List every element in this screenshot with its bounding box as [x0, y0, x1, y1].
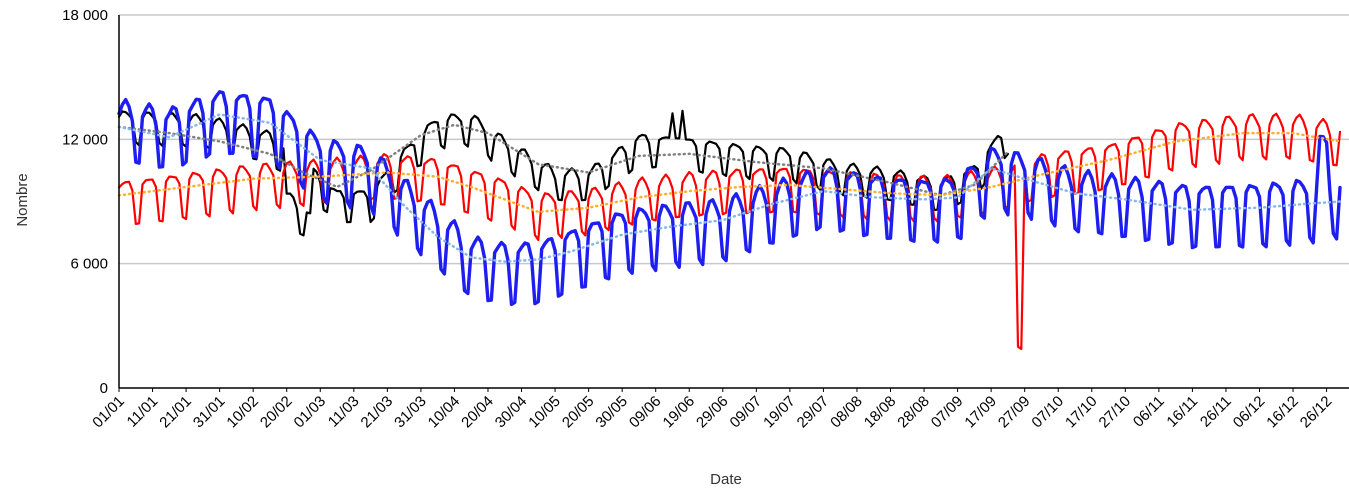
series-line-6 [117, 113, 1342, 263]
x-tick-label: 20/02 [257, 393, 296, 432]
x-tick-label: 31/01 [190, 393, 229, 432]
x-tick-label: 20/04 [458, 393, 497, 432]
x-tick-label: 08/08 [827, 393, 866, 432]
x-tick-label: 17/09 [961, 393, 1000, 432]
x-tick-label: 18/08 [861, 393, 900, 432]
x-tick-label: 31/03 [391, 393, 430, 432]
x-tick-label: 16/11 [1163, 393, 1201, 431]
y-axis-tick-labels: 0 6 000 12 000 18 000 [62, 7, 108, 397]
y-tick-label: 18 000 [62, 7, 108, 24]
y-tick-label: 0 [100, 380, 108, 397]
series-line-1 [117, 109, 1010, 237]
series-lines [117, 90, 1342, 350]
axes [118, 15, 1349, 389]
x-tick-label: 20/05 [559, 393, 598, 432]
x-tick-label: 19/07 [760, 393, 799, 432]
x-tick-label: 27/10 [1096, 393, 1135, 432]
y-axis-title: Nombre [14, 173, 31, 226]
x-tick-label: 01/03 [291, 393, 330, 432]
x-tick-label: 07/09 [928, 393, 967, 432]
x-tick-label: 29/07 [794, 393, 833, 432]
x-tick-label: 19/06 [660, 393, 699, 432]
x-tick-label: 30/05 [592, 393, 631, 432]
x-tick-label: 30/04 [492, 393, 531, 432]
x-tick-label: 10/04 [425, 393, 464, 432]
x-tick-label: 10/05 [525, 393, 564, 432]
x-tick-label: 11/03 [325, 393, 363, 431]
x-axis-title: Date [710, 471, 742, 488]
x-tick-label: 16/12 [1263, 393, 1302, 432]
x-tick-label: 26/11 [1197, 393, 1235, 431]
x-tick-label: 10/02 [223, 393, 262, 432]
y-tick-label: 12 000 [62, 131, 108, 148]
x-tick-label: 29/06 [693, 393, 732, 432]
x-tick-label: 06/12 [1230, 393, 1269, 432]
series-line-5 [117, 131, 1342, 214]
x-axis-tick-labels: 01/0111/0121/0131/0110/0220/0201/0311/03… [89, 388, 1335, 431]
series-line-3 [117, 90, 1342, 307]
x-tick-label: 21/03 [358, 393, 397, 432]
x-tick-label: 28/08 [894, 393, 933, 432]
y-tick-label: 6 000 [70, 256, 108, 273]
x-tick-label: 17/10 [1062, 393, 1101, 432]
x-tick-label: 07/10 [1028, 393, 1067, 432]
x-tick-label: 06/11 [1130, 393, 1168, 431]
x-tick-label: 09/06 [626, 393, 665, 432]
grid-lines [119, 14, 1349, 265]
x-tick-label: 21/01 [156, 393, 195, 432]
series-line-4 [117, 123, 1010, 197]
x-tick-label: 09/07 [727, 393, 766, 432]
x-tick-label: 26/12 [1297, 393, 1336, 432]
x-tick-label: 27/09 [995, 393, 1034, 432]
x-tick-label: 11/01 [124, 393, 162, 431]
x-tick-label: 01/01 [89, 393, 128, 432]
